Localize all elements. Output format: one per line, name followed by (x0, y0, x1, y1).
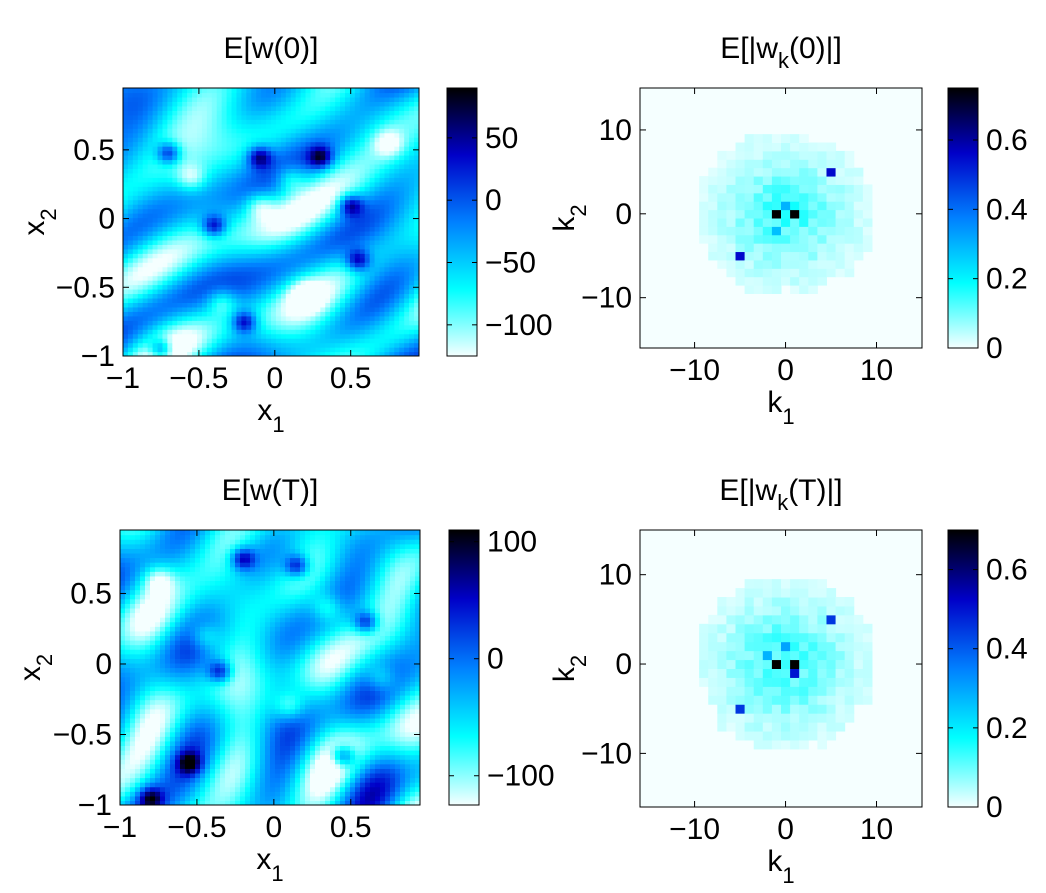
y-tick-label: 0 (95, 648, 112, 681)
y-tick-label: 10 (599, 559, 632, 592)
x-tick-label: −0.5 (169, 362, 228, 395)
y-tick-label: −0.5 (53, 718, 112, 751)
colorbar-tick-label: 0 (487, 643, 504, 676)
chart-title: E[w(0)] (223, 32, 318, 65)
colorbar-tick-label: 50 (485, 122, 518, 155)
x-axis-label: k1 (767, 386, 794, 429)
x-tick-label: −1 (106, 362, 140, 395)
colorbar-tick-label: 0 (986, 791, 1003, 824)
subplot-1: −1 −0.5 0 0.5 −1 −0.5 0 0.5 E[w(0)] x1 x2 −100 −50 0 5… (18, 32, 553, 437)
plot-frame (119, 529, 421, 806)
y-tick-label: 10 (599, 114, 632, 147)
colorbar-tick-label: 0.2 (986, 712, 1028, 745)
x-tick-label: 0.5 (330, 811, 372, 844)
y-tick-label: −10 (581, 282, 632, 315)
subplot-2: −10 0 10 −10 0 10 E[|wk(0)|] k1 k2 0 0.2 0.4 0.6 (548, 32, 1028, 429)
x-tick-label: 10 (860, 813, 893, 846)
colorbar-tick-label: 0.4 (986, 633, 1028, 666)
x-tick-label: −10 (669, 354, 720, 387)
x-tick-label: 0 (266, 362, 283, 395)
colorbar-gradient (947, 529, 979, 808)
heatmap-image (640, 88, 922, 348)
x-axis-label: x1 (256, 843, 283, 886)
x-tick-label: 0.5 (330, 362, 372, 395)
colorbar: 0 0.2 0.4 0.6 (947, 529, 1028, 824)
y-tick-label: −1 (81, 340, 115, 373)
plot-frame (639, 87, 923, 349)
y-tick-label: 0.5 (73, 134, 115, 167)
x-tick-label: −1 (103, 811, 137, 844)
colorbar: −100 0 100 (448, 526, 555, 806)
y-axis-label: x2 (14, 654, 57, 681)
colorbar-tick-label: 0.4 (986, 193, 1028, 226)
heatmap-image (640, 530, 922, 807)
colorbar: 0 0.2 0.4 0.6 (947, 87, 1028, 365)
plot-frame (122, 87, 420, 357)
y-tick-label: 0 (615, 648, 632, 681)
colorbar-tick-label: −100 (485, 309, 553, 342)
x-tick-label: 0 (777, 354, 794, 387)
heatmap-image (120, 530, 420, 805)
colorbar-tick-label: 0 (485, 184, 502, 217)
x-tick-label: −10 (669, 813, 720, 846)
y-tick-label: −1 (78, 789, 112, 822)
x-axis-label: k1 (767, 845, 794, 888)
colorbar-tick-label: 0.6 (986, 124, 1028, 157)
y-axis-label: x2 (18, 208, 61, 235)
y-tick-label: −10 (581, 737, 632, 770)
y-tick-label: 0 (615, 198, 632, 231)
y-axis-label: k2 (548, 204, 591, 231)
colorbar-tick-label: 100 (487, 526, 537, 559)
colorbar-gradient (947, 87, 979, 349)
x-tick-label: 0 (266, 811, 283, 844)
colorbar-tick-label: 0 (986, 332, 1003, 365)
chart-title: E[w(T)] (222, 474, 319, 507)
y-axis-label: k2 (548, 655, 591, 682)
x-axis-label: x1 (257, 394, 284, 437)
plot-frame (639, 529, 923, 808)
colorbar: −100 −50 0 50 (446, 87, 553, 357)
heatmap-image (123, 88, 419, 356)
x-tick-label: 0 (777, 813, 794, 846)
y-tick-label: 0 (98, 203, 115, 236)
y-tick-label: 0.5 (70, 577, 112, 610)
colorbar-tick-label: −100 (487, 760, 555, 793)
x-tick-label: −0.5 (167, 811, 226, 844)
colorbar-tick-label: 0.6 (986, 554, 1028, 587)
colorbar-gradient (448, 529, 480, 806)
chart-title: E[|wk(0)|] (720, 32, 842, 73)
subplot-3: −1 −0.5 0 0.5 −1 −0.5 0 0.5 E[w(T)] x1 x2 −100 0 100 (14, 474, 555, 886)
colorbar-gradient (446, 87, 478, 357)
subplot-4: −10 0 10 −10 0 10 E[|wk(T)|] k1 k2 0 0.2 0.4 0.6 (548, 474, 1028, 888)
colorbar-tick-label: −50 (485, 247, 536, 280)
y-tick-label: −0.5 (56, 271, 115, 304)
colorbar-tick-label: 0.2 (986, 263, 1028, 296)
x-tick-label: 10 (860, 354, 893, 387)
chart-title: E[|wk(T)|] (719, 474, 842, 515)
